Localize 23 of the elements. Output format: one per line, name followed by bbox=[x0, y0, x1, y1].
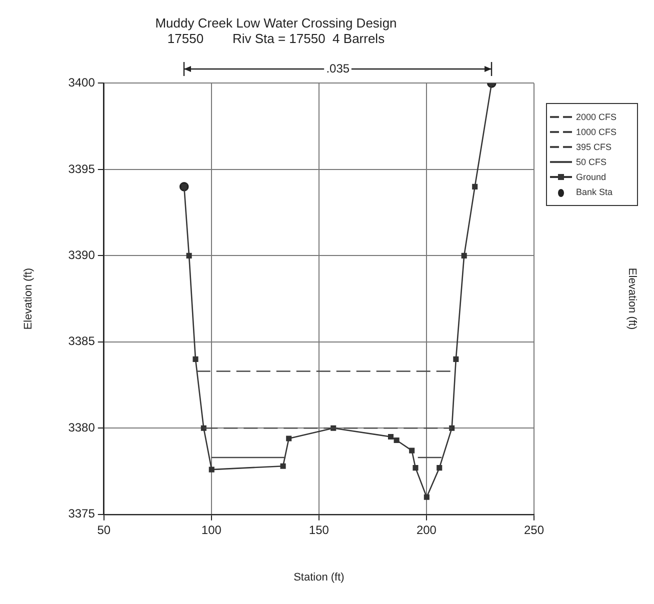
y-tick-label: 3385 bbox=[68, 334, 96, 348]
y-tick-label: 3380 bbox=[68, 420, 96, 434]
x-tick-label: 100 bbox=[201, 522, 222, 537]
chart-title: Muddy Creek Low Water Crossing Design bbox=[155, 15, 397, 30]
x-tick-label: 250 bbox=[524, 522, 544, 537]
x-tick-label: 50 bbox=[97, 522, 111, 537]
y-tick-label: 3390 bbox=[68, 248, 96, 262]
legend-label: 50 CFS bbox=[576, 157, 607, 167]
y-tick-label: 3400 bbox=[68, 76, 96, 90]
y-axis-title: Elevation (ft) bbox=[22, 268, 35, 330]
y-tick-label: 3375 bbox=[68, 506, 96, 521]
x-tick-label: 150 bbox=[308, 522, 330, 537]
x-axis-title: Station (ft) bbox=[294, 571, 344, 584]
legend-label: Ground bbox=[576, 172, 606, 182]
y-tick-label: 3395 bbox=[68, 162, 96, 176]
legend-label: 395 CFS bbox=[576, 142, 612, 152]
text: .035 bbox=[326, 62, 350, 76]
chart-subtitle: 17550 Riv Sta = 17550 4 Barrels bbox=[167, 30, 386, 46]
text: Elevation (ft) bbox=[626, 268, 638, 330]
legend-label: 2000 CFS bbox=[576, 112, 617, 122]
x-tick-label: 200 bbox=[416, 522, 437, 537]
legend-label: Bank Sta bbox=[576, 187, 613, 197]
legend-label: 1000 CFS bbox=[576, 127, 617, 137]
